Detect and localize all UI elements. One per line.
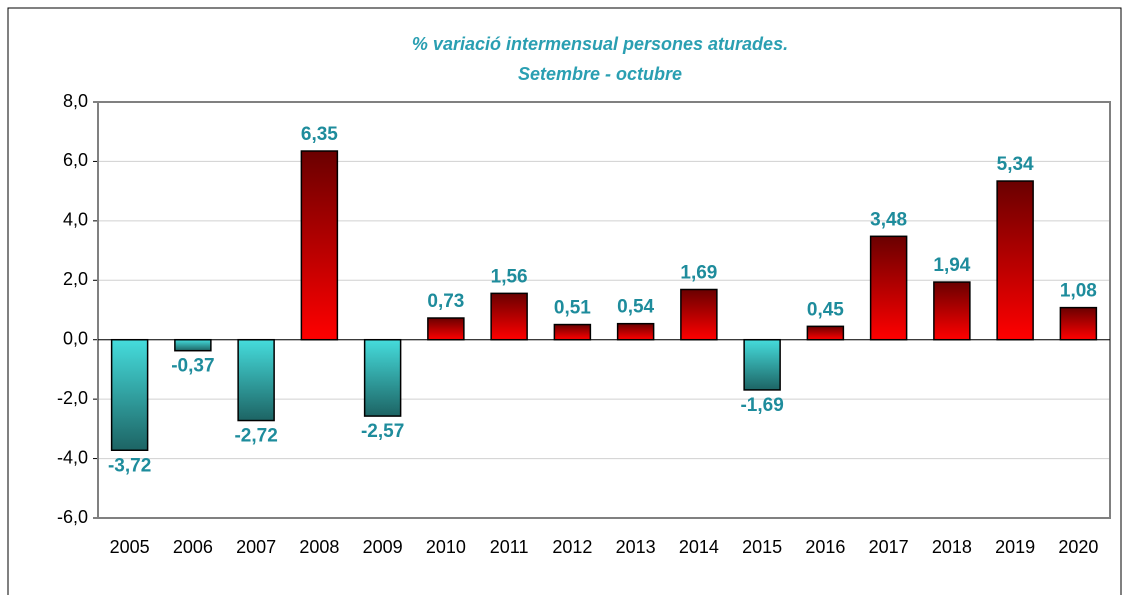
x-tick-label: 2017 bbox=[869, 537, 909, 557]
value-label: 0,73 bbox=[427, 291, 464, 312]
x-tick-label: 2016 bbox=[805, 537, 845, 557]
value-label: -2,72 bbox=[234, 426, 277, 447]
bar bbox=[869, 235, 908, 341]
bar bbox=[1059, 306, 1098, 341]
value-label: 1,94 bbox=[933, 255, 970, 276]
x-tick-label: 2006 bbox=[173, 537, 213, 557]
y-tick-label: -4,0 bbox=[57, 447, 88, 467]
x-tick-label: 2008 bbox=[299, 537, 339, 557]
value-label: 0,45 bbox=[807, 299, 844, 320]
bar bbox=[680, 288, 718, 341]
y-tick-label: 4,0 bbox=[63, 210, 88, 230]
bar bbox=[427, 317, 465, 341]
value-label: -1,69 bbox=[740, 395, 783, 416]
bar bbox=[174, 338, 212, 352]
value-label: 5,34 bbox=[997, 154, 1034, 175]
value-label: 1,69 bbox=[680, 263, 717, 284]
bar bbox=[996, 180, 1034, 341]
x-tick-label: 2009 bbox=[363, 537, 403, 557]
x-tick-label: 2014 bbox=[679, 537, 719, 557]
bar bbox=[363, 338, 402, 417]
x-tick-label: 2013 bbox=[616, 537, 656, 557]
value-label: -3,72 bbox=[108, 455, 151, 476]
x-tick-label: 2015 bbox=[742, 537, 782, 557]
plot-border bbox=[97, 101, 1111, 519]
value-label: -2,57 bbox=[361, 421, 404, 442]
y-tick-label: 8,0 bbox=[63, 91, 88, 111]
bar bbox=[110, 338, 149, 452]
y-tick-label: 6,0 bbox=[63, 150, 88, 170]
bar bbox=[806, 325, 845, 341]
x-tick-label: 2005 bbox=[110, 537, 150, 557]
x-tick-label: 2011 bbox=[490, 537, 529, 557]
value-label: 1,56 bbox=[491, 266, 528, 287]
y-tick-label: -2,0 bbox=[57, 388, 88, 408]
value-label: 3,48 bbox=[870, 209, 907, 230]
bar bbox=[616, 322, 655, 341]
bar bbox=[490, 292, 528, 341]
bar bbox=[237, 338, 275, 422]
value-label: 0,51 bbox=[554, 298, 591, 319]
x-tick-label: 2007 bbox=[236, 537, 276, 557]
value-label: 6,35 bbox=[301, 124, 338, 145]
x-tick-label: 2020 bbox=[1058, 537, 1098, 557]
bar bbox=[933, 281, 971, 341]
chart-title: % variació intermensual persones aturade… bbox=[412, 34, 788, 54]
chart-subtitle: Setembre - octubre bbox=[518, 64, 682, 84]
bar bbox=[553, 323, 592, 341]
value-label: 0,54 bbox=[617, 297, 654, 318]
y-tick-label: -6,0 bbox=[57, 507, 88, 527]
value-label: -0,37 bbox=[171, 356, 214, 377]
x-tick-label: 2010 bbox=[426, 537, 466, 557]
x-tick-label: 2019 bbox=[995, 537, 1035, 557]
y-tick-label: 2,0 bbox=[63, 269, 88, 289]
y-tick-label: 0,0 bbox=[63, 328, 88, 348]
x-tick-label: 2012 bbox=[552, 537, 592, 557]
x-tick-label: 2018 bbox=[932, 537, 972, 557]
bar bbox=[300, 150, 339, 341]
bar bbox=[743, 338, 781, 391]
value-label: 1,08 bbox=[1060, 281, 1097, 302]
